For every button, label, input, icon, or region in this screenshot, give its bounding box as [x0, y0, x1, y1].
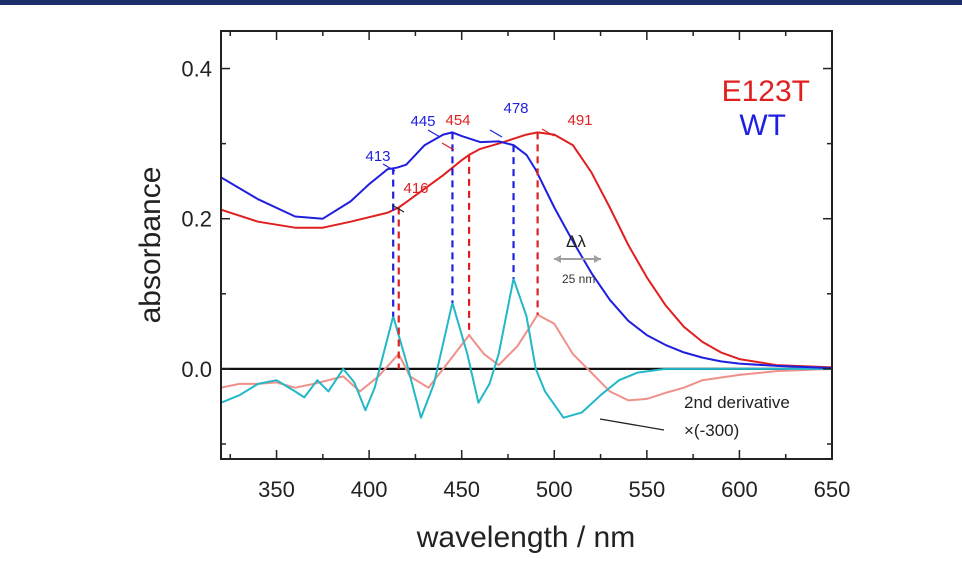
- peak-leader-454: [441, 142, 455, 151]
- peak-leader-445: [427, 129, 441, 138]
- peak-leader-416: [391, 204, 405, 213]
- y-tick-label: 0.2: [181, 207, 212, 232]
- derivative-note-line1: 2nd derivative: [684, 393, 790, 412]
- x-tick-label: 550: [628, 477, 665, 502]
- x-tick-label: 450: [443, 477, 480, 502]
- y-tick-label: 0.4: [181, 57, 212, 82]
- legend-e123t: E123T: [722, 75, 810, 108]
- peak-label-454: 454: [445, 112, 470, 129]
- series-line-wt-2nd-derivative: [221, 277, 832, 419]
- y-axis-title: absorbance: [134, 167, 167, 324]
- x-tick-label: 500: [536, 477, 573, 502]
- series-line-e123t: [221, 131, 832, 369]
- derivative-note-line2: ×(-300): [684, 421, 739, 440]
- x-tick-label: 400: [351, 477, 388, 502]
- delta-lambda-value: 25 nm: [562, 272, 595, 286]
- peak-label-478: 478: [503, 100, 528, 117]
- peak-label-416: 416: [403, 180, 428, 197]
- peak-label-491: 491: [567, 112, 592, 129]
- delta-lambda-label: Δλ: [566, 232, 586, 251]
- delta-arrow-right-head: [594, 255, 601, 263]
- plot-frame: [220, 30, 833, 460]
- delta-arrow-left-head: [554, 255, 561, 263]
- x-tick-label: 350: [258, 477, 295, 502]
- derivative-pointer-line: [599, 418, 665, 431]
- peak-leader-478: [489, 129, 503, 138]
- y-tick-label: 0.0: [181, 357, 212, 382]
- top-banner: [0, 0, 962, 5]
- legend-wt: WT: [739, 109, 786, 142]
- x-tick-label: 650: [814, 477, 851, 502]
- peak-label-413: 413: [365, 148, 390, 165]
- series-line-wt: [221, 131, 832, 370]
- x-tick-label: 600: [721, 477, 758, 502]
- x-axis-title: wavelength / nm: [416, 521, 635, 554]
- peak-leader-491: [541, 128, 555, 137]
- peak-label-445: 445: [410, 113, 435, 130]
- peak-leader-413: [382, 163, 396, 172]
